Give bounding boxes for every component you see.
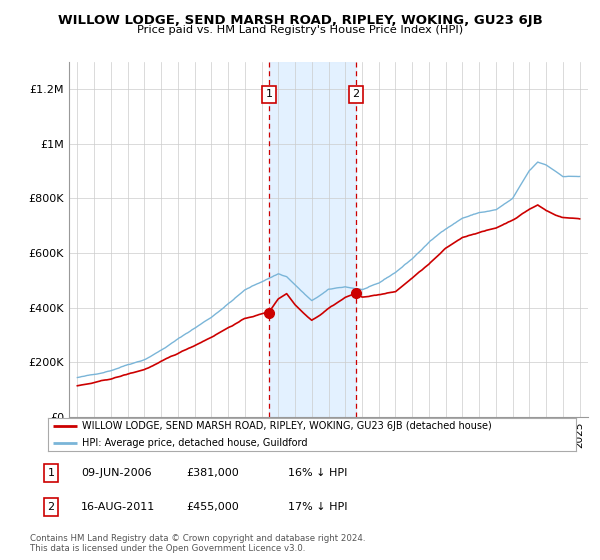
Text: Contains HM Land Registry data © Crown copyright and database right 2024.
This d: Contains HM Land Registry data © Crown c… <box>30 534 365 553</box>
Text: 09-JUN-2006: 09-JUN-2006 <box>81 468 152 478</box>
Text: £455,000: £455,000 <box>186 502 239 512</box>
Text: 2: 2 <box>352 90 359 100</box>
Text: 17% ↓ HPI: 17% ↓ HPI <box>288 502 347 512</box>
Text: Price paid vs. HM Land Registry's House Price Index (HPI): Price paid vs. HM Land Registry's House … <box>137 25 463 35</box>
Text: WILLOW LODGE, SEND MARSH ROAD, RIPLEY, WOKING, GU23 6JB (detached house): WILLOW LODGE, SEND MARSH ROAD, RIPLEY, W… <box>82 422 492 431</box>
Text: 16% ↓ HPI: 16% ↓ HPI <box>288 468 347 478</box>
Text: £381,000: £381,000 <box>186 468 239 478</box>
Text: WILLOW LODGE, SEND MARSH ROAD, RIPLEY, WOKING, GU23 6JB: WILLOW LODGE, SEND MARSH ROAD, RIPLEY, W… <box>58 14 542 27</box>
Text: 1: 1 <box>47 468 55 478</box>
Text: HPI: Average price, detached house, Guildford: HPI: Average price, detached house, Guil… <box>82 438 308 447</box>
Text: 1: 1 <box>265 90 272 100</box>
Text: 16-AUG-2011: 16-AUG-2011 <box>81 502 155 512</box>
Bar <box>269 62 356 417</box>
Text: 2: 2 <box>47 502 55 512</box>
